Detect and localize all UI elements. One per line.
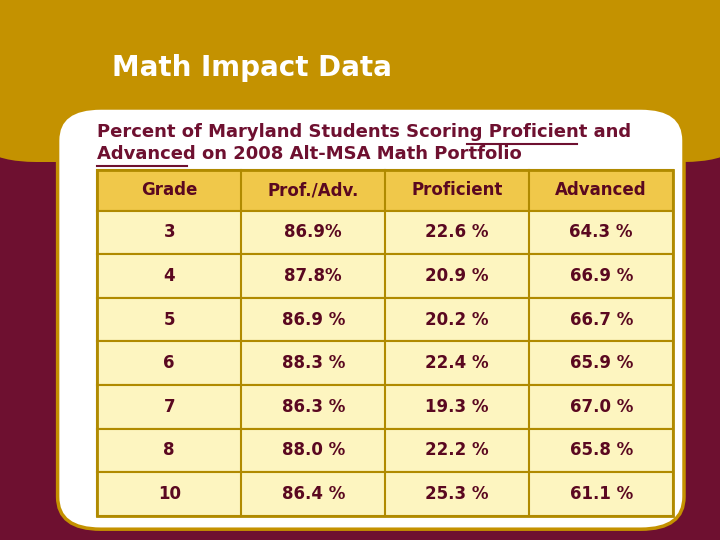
FancyBboxPatch shape bbox=[97, 385, 673, 429]
FancyBboxPatch shape bbox=[97, 341, 673, 385]
Text: 20.2 %: 20.2 % bbox=[426, 310, 489, 328]
Text: 65.9 %: 65.9 % bbox=[570, 354, 633, 372]
Text: Advanced on 2008 Alt-MSA Math Portfolio: Advanced on 2008 Alt-MSA Math Portfolio bbox=[97, 145, 522, 163]
Text: 86.9 %: 86.9 % bbox=[282, 310, 345, 328]
FancyBboxPatch shape bbox=[97, 211, 673, 254]
Text: 22.4 %: 22.4 % bbox=[426, 354, 489, 372]
FancyBboxPatch shape bbox=[97, 170, 673, 211]
Text: Prof./Adv.: Prof./Adv. bbox=[268, 181, 359, 199]
FancyBboxPatch shape bbox=[97, 254, 673, 298]
Text: 86.4 %: 86.4 % bbox=[282, 485, 345, 503]
Text: 10: 10 bbox=[158, 485, 181, 503]
FancyBboxPatch shape bbox=[97, 472, 673, 516]
Text: 19.3 %: 19.3 % bbox=[426, 398, 489, 416]
Text: 64.3 %: 64.3 % bbox=[570, 224, 633, 241]
Text: Percent of Maryland Students Scoring Proficient and: Percent of Maryland Students Scoring Pro… bbox=[97, 123, 631, 141]
Text: 8: 8 bbox=[163, 441, 175, 460]
FancyBboxPatch shape bbox=[58, 108, 684, 529]
Text: 22.2 %: 22.2 % bbox=[426, 441, 489, 460]
Text: 3: 3 bbox=[163, 224, 175, 241]
Text: 20.9 %: 20.9 % bbox=[426, 267, 489, 285]
Text: 65.8 %: 65.8 % bbox=[570, 441, 633, 460]
Text: 66.7 %: 66.7 % bbox=[570, 310, 633, 328]
Text: Advanced: Advanced bbox=[555, 181, 647, 199]
Bar bbox=[97, 170, 673, 516]
Text: 88.3 %: 88.3 % bbox=[282, 354, 345, 372]
Text: 4: 4 bbox=[163, 267, 175, 285]
Text: 88.0 %: 88.0 % bbox=[282, 441, 345, 460]
Text: 86.3 %: 86.3 % bbox=[282, 398, 345, 416]
Text: 5: 5 bbox=[163, 310, 175, 328]
Text: 66.9 %: 66.9 % bbox=[570, 267, 633, 285]
Text: 22.6 %: 22.6 % bbox=[426, 224, 489, 241]
Text: Math Impact Data: Math Impact Data bbox=[112, 53, 392, 82]
FancyBboxPatch shape bbox=[97, 429, 673, 472]
Text: Proficient: Proficient bbox=[412, 181, 503, 199]
Text: 86.9%: 86.9% bbox=[284, 224, 342, 241]
Text: 61.1 %: 61.1 % bbox=[570, 485, 633, 503]
FancyBboxPatch shape bbox=[0, 0, 720, 162]
Text: 67.0 %: 67.0 % bbox=[570, 398, 633, 416]
FancyBboxPatch shape bbox=[97, 298, 673, 341]
Text: 25.3 %: 25.3 % bbox=[426, 485, 489, 503]
Text: 7: 7 bbox=[163, 398, 175, 416]
Text: Grade: Grade bbox=[141, 181, 197, 199]
Text: 6: 6 bbox=[163, 354, 175, 372]
Text: 87.8%: 87.8% bbox=[284, 267, 342, 285]
